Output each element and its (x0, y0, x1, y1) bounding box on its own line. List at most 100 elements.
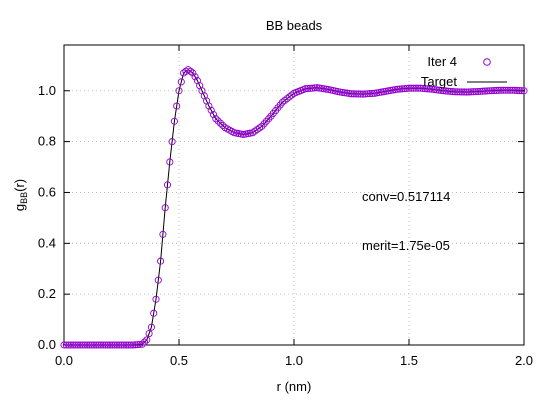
data-point-iter4 (115, 341, 123, 349)
data-point-iter4 (216, 119, 224, 127)
data-point-iter4 (134, 341, 142, 349)
y-axis-label-sub: BB (19, 192, 29, 204)
data-point-iter4 (322, 85, 330, 93)
data-point-iter4 (407, 84, 415, 92)
data-point-iter4 (150, 309, 158, 317)
data-point-iter4 (518, 87, 526, 95)
data-point-iter4 (343, 89, 351, 97)
y-tick-label: 0.8 (38, 134, 56, 149)
axis-ticks: 0.0 0.5 1.0 1.5 2.0 0.0 0.2 0.4 0.6 0.8 1.0 (38, 45, 533, 368)
data-point-iter4 (511, 86, 519, 94)
data-point-iter4 (161, 204, 169, 212)
data-point-iter4 (479, 87, 487, 95)
y-axis-label-tail: (r) (12, 179, 27, 192)
data-point-iter4 (433, 86, 441, 94)
data-point-iter4 (354, 90, 362, 98)
legend: Iter 4 Target (421, 54, 507, 89)
data-point-iter4 (405, 84, 413, 92)
data-point-iter4 (94, 341, 103, 349)
data-point-iter4 (60, 341, 68, 349)
data-point-iter4 (177, 78, 185, 86)
chart-title: BB beads (266, 18, 323, 33)
data-point-iter4 (347, 90, 356, 98)
data-point-iter4 (513, 86, 521, 95)
data-point-iter4 (469, 88, 477, 96)
data-point-iter4 (170, 117, 178, 125)
data-point-iter4 (359, 90, 367, 98)
data-point-iter4 (421, 85, 429, 93)
data-point-iter4 (281, 96, 289, 104)
data-point-iter4 (306, 84, 314, 92)
data-point-iter4 (104, 341, 112, 349)
data-point-iter4 (444, 87, 452, 95)
data-point-iter4 (182, 67, 190, 75)
data-point-iter4 (428, 85, 436, 93)
data-point-iter4 (97, 341, 105, 349)
data-point-iter4 (396, 85, 404, 93)
data-point-iter4 (113, 341, 121, 349)
data-point-iter4 (117, 341, 126, 349)
data-point-iter4 (426, 85, 434, 93)
data-point-iter4 (122, 341, 130, 349)
data-point-iter4 (159, 230, 167, 238)
legend-label-iter4: Iter 4 (427, 54, 457, 69)
x-tick-label: 2.0 (515, 353, 533, 368)
data-point-iter4 (414, 84, 422, 92)
data-point-iter4 (481, 87, 489, 95)
data-point-iter4 (485, 87, 494, 95)
data-point-iter4 (439, 87, 448, 95)
data-point-iter4 (412, 84, 420, 92)
data-point-iter4 (209, 110, 218, 119)
data-point-iter4 (191, 73, 199, 81)
grid-lines (64, 45, 524, 345)
x-axis-label: r (nm) (277, 379, 312, 394)
data-point-iter4 (350, 90, 358, 98)
data-point-iter4 (143, 336, 151, 344)
x-tick-label: 0.0 (55, 353, 73, 368)
data-point-iter4 (285, 93, 293, 101)
data-point-iter4 (366, 90, 374, 98)
data-point-iter4 (168, 138, 176, 146)
data-point-iter4 (419, 84, 427, 92)
data-point-iter4 (131, 341, 139, 349)
data-point-iter4 (140, 338, 149, 346)
data-point-iter4 (483, 87, 491, 95)
data-point-iter4 (488, 87, 496, 95)
data-point-iter4 (345, 89, 353, 98)
data-point-iter4 (495, 86, 503, 94)
iter4-markers-layer (60, 66, 528, 349)
data-point-iter4 (490, 87, 498, 95)
data-point-iter4 (258, 122, 266, 130)
data-point-iter4 (338, 88, 346, 96)
data-point-iter4 (341, 89, 349, 97)
data-point-iter4 (508, 86, 517, 94)
data-point-iter4 (175, 87, 183, 95)
data-point-iter4 (85, 341, 93, 349)
data-point-iter4 (212, 115, 220, 123)
data-point-iter4 (184, 66, 192, 74)
data-point-iter4 (163, 181, 172, 189)
data-point-iter4 (368, 89, 376, 98)
annotation-conv: conv=0.517114 (362, 189, 450, 204)
data-point-iter4 (400, 85, 408, 93)
data-point-iter4 (458, 88, 466, 96)
data-point-iter4 (214, 117, 222, 125)
data-point-iter4 (472, 88, 480, 96)
data-point-iter4 (453, 88, 461, 96)
data-point-iter4 (437, 86, 445, 95)
target-line-layer (64, 69, 525, 346)
data-point-iter4 (108, 341, 116, 349)
data-point-iter4 (76, 341, 84, 349)
y-tick-label: 1.0 (38, 83, 56, 98)
data-point-iter4 (92, 341, 100, 349)
data-point-iter4 (138, 340, 146, 348)
data-point-iter4 (308, 84, 316, 92)
data-point-iter4 (364, 90, 372, 98)
data-point-iter4 (499, 86, 507, 94)
data-point-iter4 (145, 330, 153, 338)
data-point-iter4 (74, 341, 82, 349)
data-point-iter4 (129, 341, 137, 349)
y-tick-label: 0.0 (38, 337, 56, 352)
data-point-iter4 (147, 323, 155, 331)
